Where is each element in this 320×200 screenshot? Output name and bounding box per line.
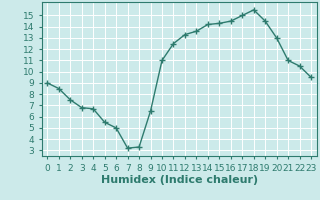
X-axis label: Humidex (Indice chaleur): Humidex (Indice chaleur) <box>100 175 258 185</box>
